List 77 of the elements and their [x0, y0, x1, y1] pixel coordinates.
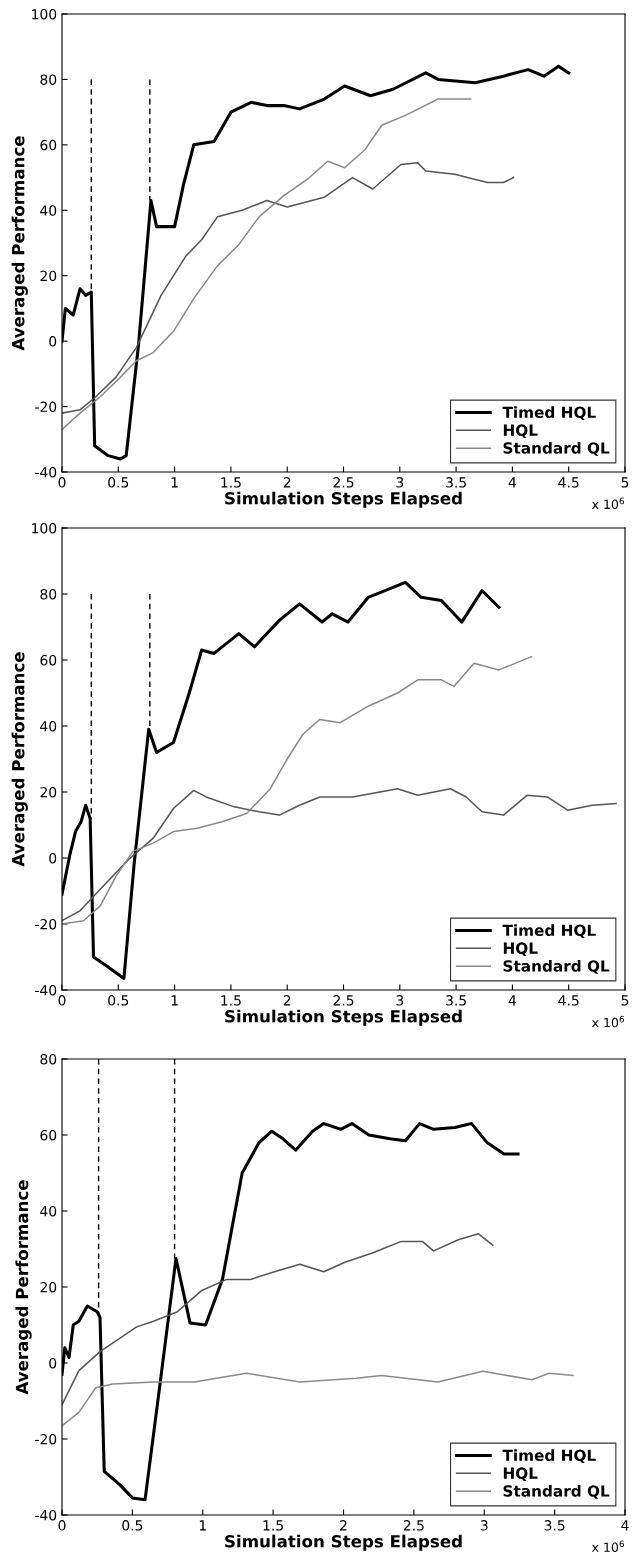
x-tick-label: 0.5: [122, 1520, 143, 1531]
x-tick-label: 5: [621, 995, 629, 1006]
x-tick-label: 0: [58, 995, 66, 1006]
x-tick-label: 5: [621, 477, 629, 488]
x-tick-label: 2.5: [333, 995, 354, 1006]
x-axis-title: Simulation Steps Elapsed: [225, 1534, 462, 1551]
y-axis-title: Averaged Performance: [15, 1180, 32, 1395]
x-tick-label: 4: [621, 1520, 629, 1531]
x-tick-label: 4.5: [558, 995, 579, 1006]
x-tick-label: 0: [58, 477, 66, 488]
y-tick-label: -20: [35, 918, 57, 930]
x-tick-label: 1: [199, 1520, 206, 1531]
line-series: [62, 1233, 494, 1406]
x-axis-title: Simulation Steps Elapsed: [225, 491, 462, 508]
x-tick-label: 0.5: [108, 995, 129, 1006]
x-tick-label: 1.5: [221, 477, 241, 488]
legend-label: Standard QL: [503, 1484, 610, 1499]
x-tick-label: 2: [283, 477, 291, 488]
y-tick-label: 40: [40, 205, 57, 216]
y-tick-label: -20: [35, 1433, 57, 1445]
y-tick-label: 60: [40, 1129, 57, 1141]
x-tick-label: 3: [480, 1520, 488, 1531]
x-tick-label: 3: [396, 995, 404, 1006]
line-series: [62, 655, 533, 925]
legend-label: Timed HQL: [502, 406, 596, 421]
legend-label: HQL: [503, 424, 538, 438]
x-tick-label: 4.5: [558, 477, 579, 488]
legend-label: Timed HQL: [502, 1449, 596, 1464]
y-tick-label: 100: [32, 8, 57, 20]
y-tick-label: 60: [40, 654, 57, 666]
text: x 10$^{6}$: [591, 1540, 625, 1552]
y-tick-label: 0: [49, 852, 57, 864]
y-tick-label: 100: [32, 522, 57, 534]
x-tick-label: 2: [340, 1520, 347, 1531]
x-tick-label: 1.5: [263, 1520, 283, 1531]
y-tick-label: -40: [35, 1509, 57, 1521]
y-tick-label: 20: [40, 1281, 57, 1293]
x-tick-label: 3.5: [544, 1520, 565, 1531]
y-tick-label: 20: [40, 270, 57, 282]
y-tick-label: 0: [49, 1357, 57, 1369]
y-axis-title: Averaged Performance: [11, 652, 28, 867]
legend-label: Standard QL: [503, 441, 610, 456]
y-tick-label: 40: [40, 720, 57, 732]
y-tick-label: 40: [40, 1205, 57, 1217]
x-tick-label: 0.5: [108, 477, 129, 488]
y-tick-label: -20: [35, 401, 57, 413]
legend-label: Standard QL: [503, 959, 610, 974]
y-tick-label: 80: [40, 74, 57, 85]
x-tick-label: 3: [396, 477, 404, 488]
text: x 10$^{6}$: [591, 1015, 625, 1028]
x-tick-label: 0: [58, 1520, 66, 1531]
x-tick-label: 4: [508, 995, 517, 1006]
x-tick-label: 2.5: [333, 477, 354, 488]
legend-label: HQL: [503, 942, 538, 956]
y-tick-label: -40: [35, 466, 57, 478]
y-tick-label: 80: [40, 588, 57, 600]
y-tick-label: 60: [40, 139, 57, 151]
y-tick-label: 20: [40, 786, 57, 798]
x-tick-label: 1: [171, 477, 178, 488]
legend-label: Timed HQL: [502, 924, 596, 939]
x-tick-label: 1.5: [221, 995, 241, 1006]
x-tick-label: 2.5: [403, 1520, 424, 1531]
legend-label: HQL: [503, 1467, 538, 1481]
x-axis-title: Simulation Steps Elapsed: [225, 1009, 462, 1026]
line-series: [62, 1370, 574, 1427]
line-series: [62, 787, 617, 922]
y-tick-label: 0: [49, 336, 57, 347]
x-tick-label: 4: [508, 477, 517, 488]
line-series: [62, 98, 472, 431]
x-tick-label: 1: [171, 995, 178, 1006]
text: x 10$^{6}$: [591, 497, 625, 510]
x-tick-label: 2: [283, 995, 291, 1006]
y-tick-label: -40: [35, 984, 57, 996]
y-tick-label: 80: [40, 1053, 57, 1065]
x-tick-label: 3.5: [446, 995, 466, 1006]
y-axis-title: Averaged Performance: [11, 136, 28, 351]
x-tick-label: 3.5: [446, 477, 466, 488]
